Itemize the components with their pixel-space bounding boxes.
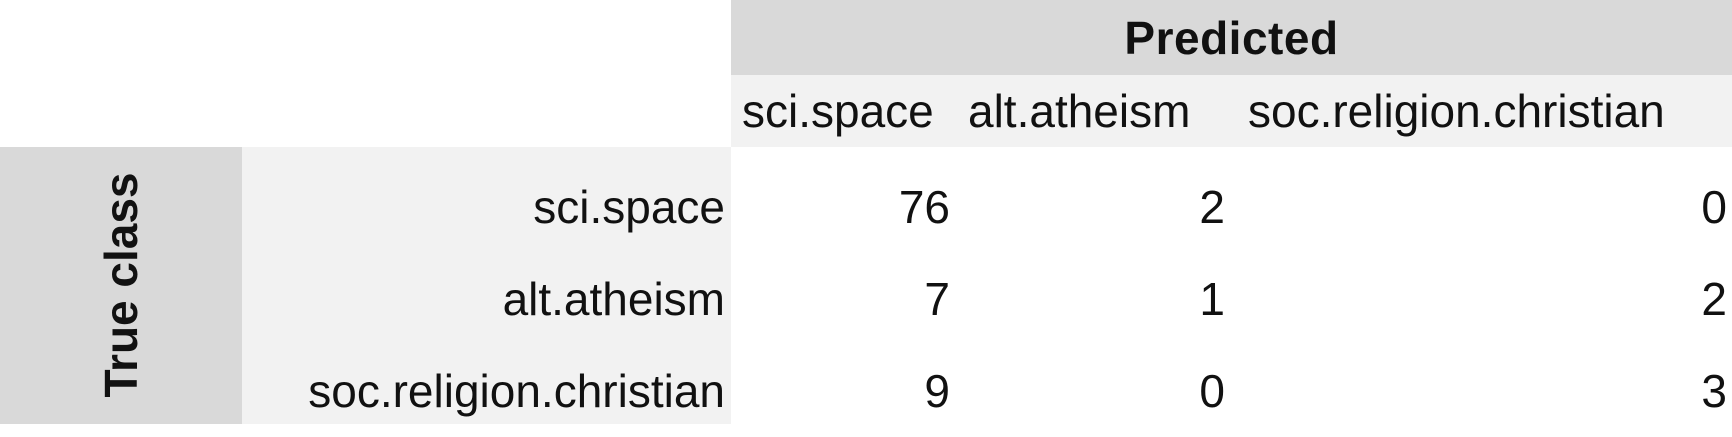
cell-soc-religion-christian-alt-atheism: 0 [1199, 365, 1225, 417]
column-label-sci-space: sci.space [742, 85, 934, 137]
column-labels-band [731, 75, 1732, 147]
cell-alt-atheism-alt-atheism: 1 [1199, 273, 1225, 325]
cell-alt-atheism-soc-religion-christian: 2 [1701, 273, 1727, 325]
cell-alt-atheism-sci-space: 7 [924, 273, 950, 325]
column-label-alt-atheism: alt.atheism [968, 85, 1191, 137]
cell-sci-space-alt-atheism: 2 [1199, 181, 1225, 233]
row-label-sci-space: sci.space [533, 181, 725, 233]
column-label-soc-religion-christian: soc.religion.christian [1248, 85, 1665, 137]
row-label-alt-atheism: alt.atheism [502, 273, 725, 325]
cell-sci-space-soc-religion-christian: 0 [1701, 181, 1727, 233]
cell-sci-space-sci-space: 76 [898, 181, 950, 233]
row-label-soc-religion-christian: soc.religion.christian [308, 365, 725, 417]
predicted-axis-label: Predicted [1124, 11, 1339, 64]
true-class-band [0, 147, 242, 424]
cell-soc-religion-christian-sci-space: 9 [924, 365, 950, 417]
true-class-axis-label: True class [95, 172, 147, 398]
predicted-header: Predicted [731, 0, 1732, 75]
row-labels-band [242, 147, 731, 424]
cell-soc-religion-christian-soc-religion-christian: 3 [1701, 365, 1727, 417]
